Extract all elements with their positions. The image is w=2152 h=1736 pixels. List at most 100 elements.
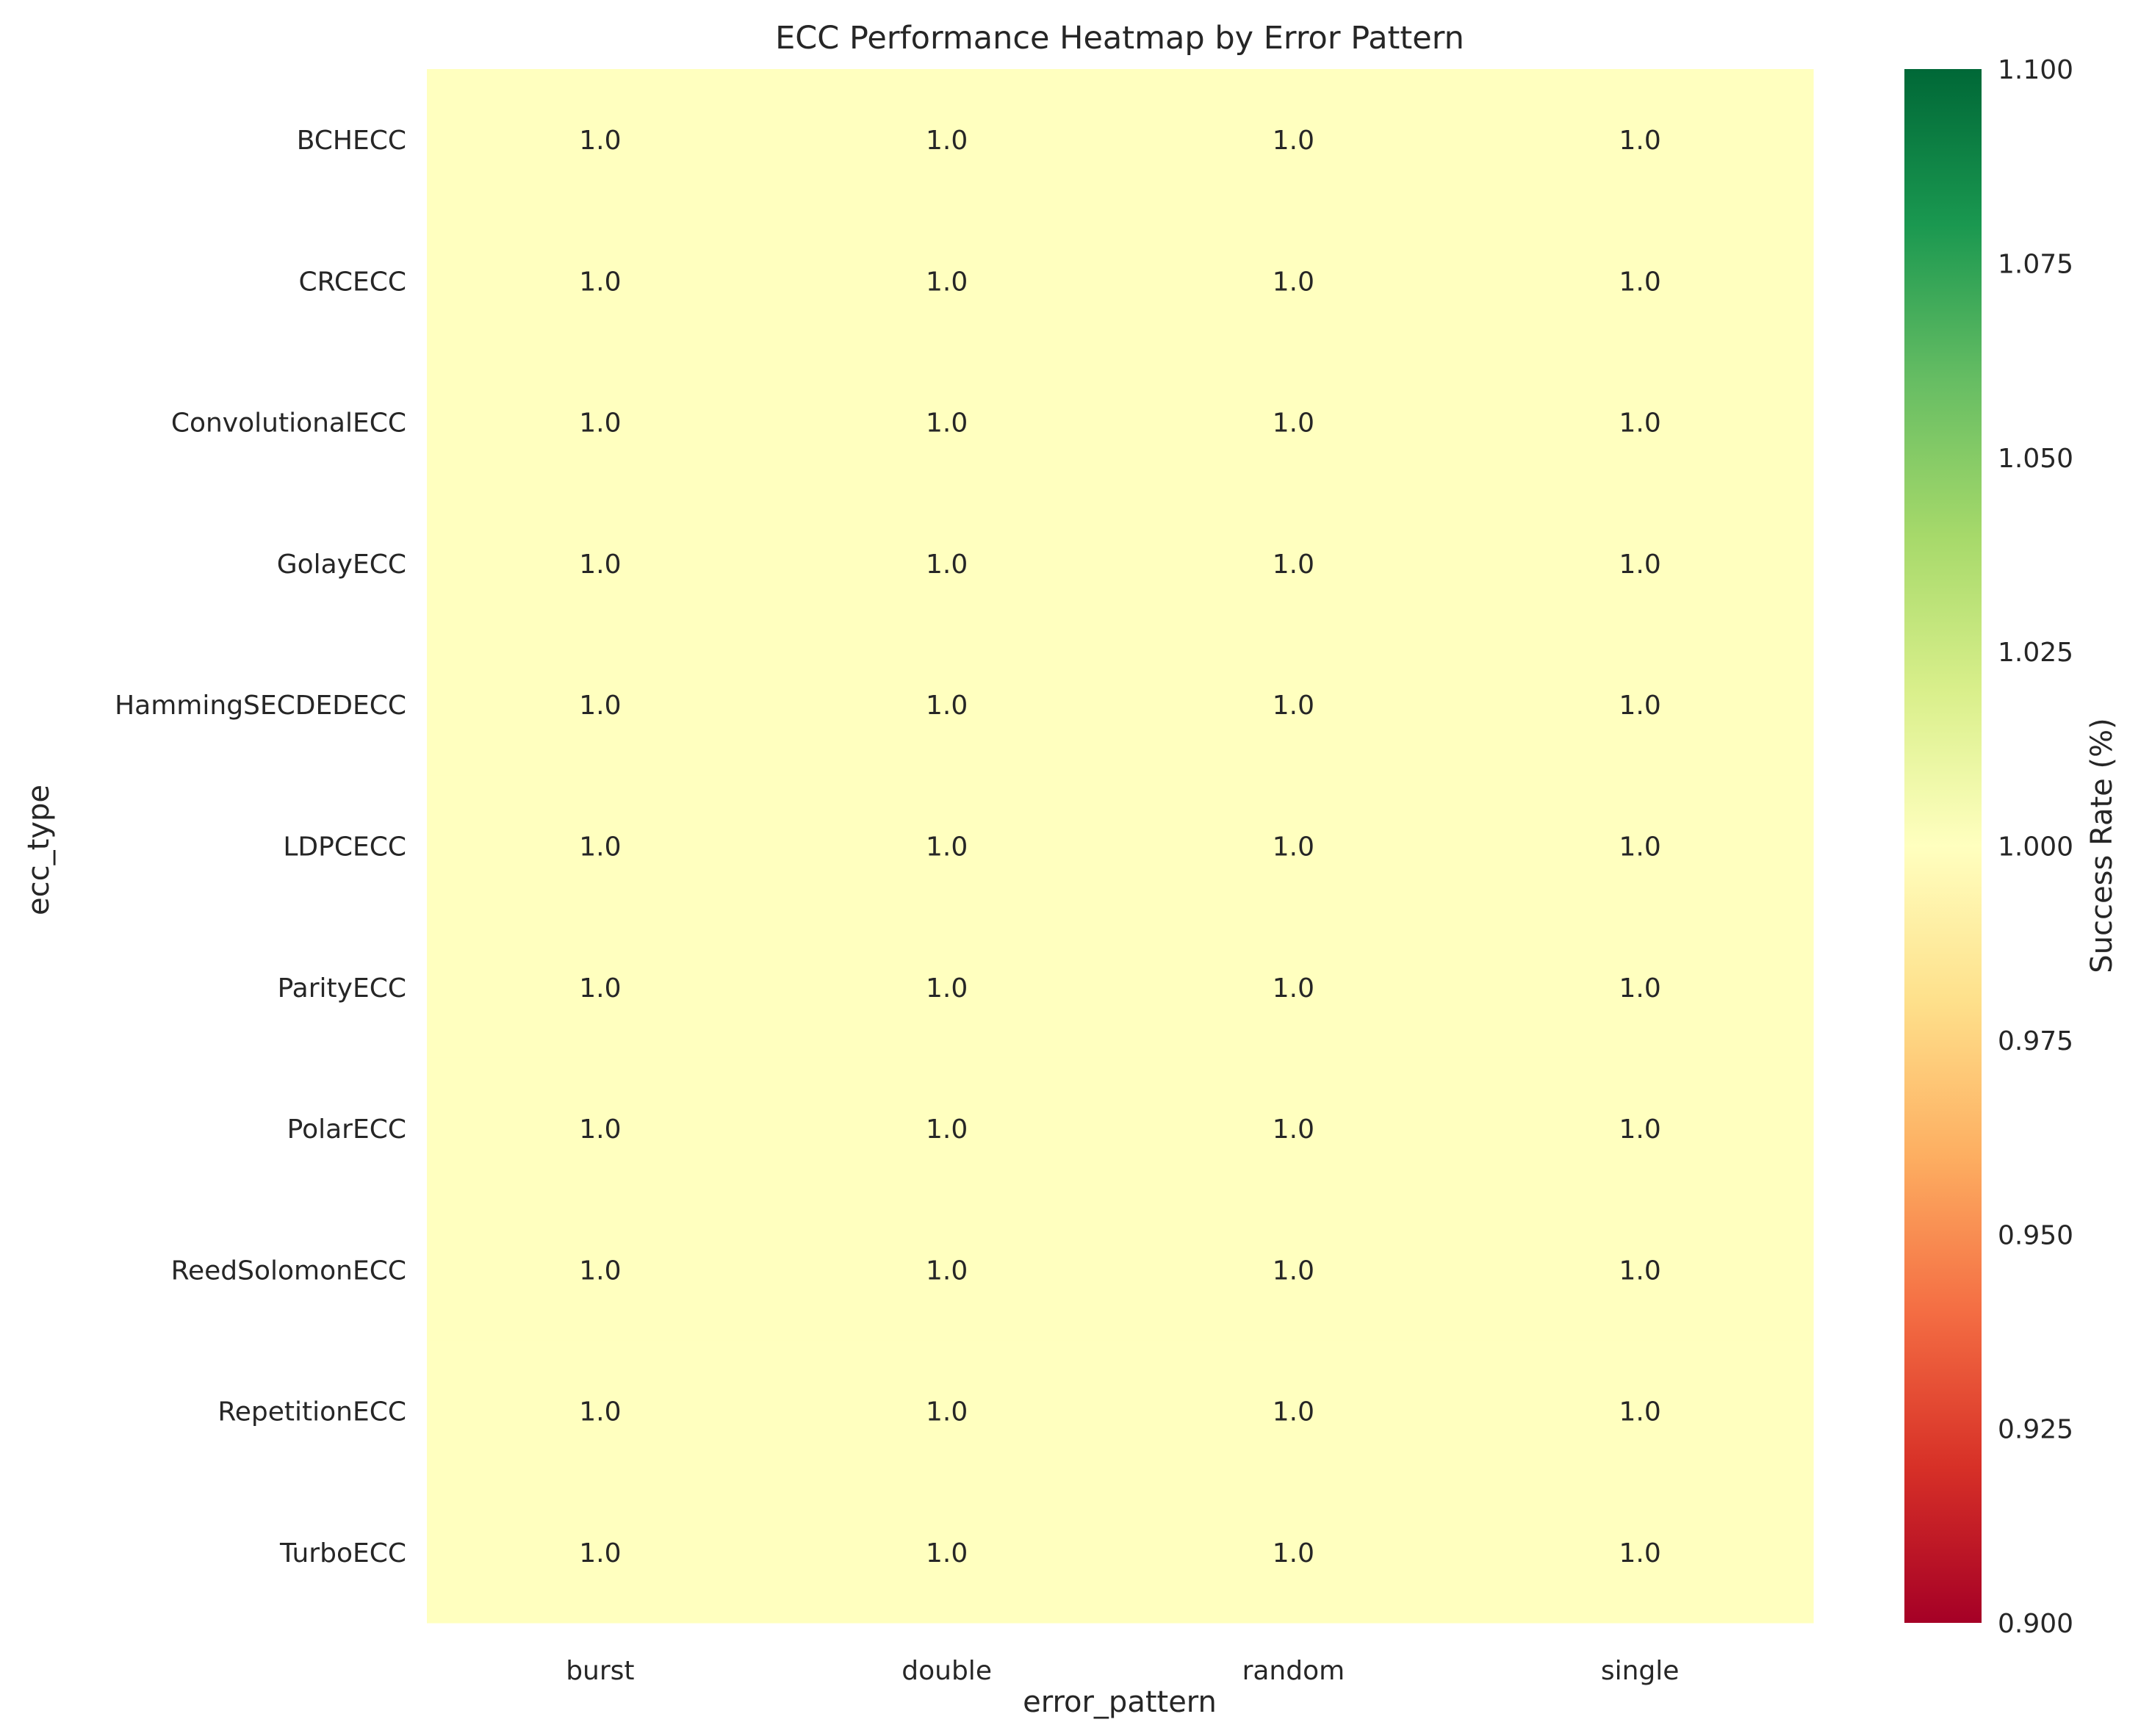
heatmap-cell [427, 1199, 774, 1341]
y-axis-label: ecc_type [22, 785, 56, 915]
heatmap-cell [1467, 1199, 1814, 1341]
heatmap-cell [773, 775, 1120, 918]
x-tick-label: burst [566, 1656, 634, 1686]
heatmap-cell-label: 1.0 [579, 126, 621, 156]
heatmap-cell [427, 634, 774, 776]
heatmap-cell [1120, 1340, 1467, 1483]
heatmap-cell [427, 69, 774, 211]
heatmap-cell [773, 492, 1120, 635]
heatmap-cell [773, 1340, 1120, 1483]
heatmap-cell [1467, 634, 1814, 776]
heatmap-cell-label: 1.0 [579, 1397, 621, 1427]
heatmap-cell [1467, 1340, 1814, 1483]
heatmap-cell-label: 1.0 [926, 973, 968, 1004]
colorbar-tick-label: 1.050 [1998, 444, 2073, 474]
heatmap-cell-label: 1.0 [1273, 1397, 1314, 1427]
heatmap-cell-label: 1.0 [579, 550, 621, 580]
heatmap-cell-label: 1.0 [1273, 832, 1314, 862]
heatmap-cell-label: 1.0 [926, 1538, 968, 1568]
heatmap-cell-label: 1.0 [1273, 1256, 1314, 1286]
y-tick-label: LDPCECC [283, 832, 406, 862]
x-tick-label: double [902, 1656, 992, 1686]
y-tick-label: HammingSECDEDECC [115, 691, 406, 721]
heatmap-cell-label: 1.0 [1619, 267, 1660, 297]
colorbar-tick-label: 1.100 [1998, 55, 2073, 85]
colorbar [1904, 69, 1982, 1623]
heatmap-cell [1120, 1481, 1467, 1624]
heatmap-cell [773, 210, 1120, 353]
heatmap-cell-label: 1.0 [579, 1114, 621, 1145]
heatmap-cell-label: 1.0 [926, 832, 968, 862]
heatmap-cell [1467, 775, 1814, 918]
y-tick-labels: BCHECC CRCECC ConvolutionalECC GolayECC Hamm… [115, 126, 406, 1568]
heatmap-cell-label: 1.0 [1619, 973, 1660, 1004]
heatmap-cell [1120, 492, 1467, 635]
colorbar-tick-label: 0.900 [1998, 1609, 2073, 1639]
heatmap-cell [773, 634, 1120, 776]
heatmap-cell-label: 1.0 [1619, 126, 1660, 156]
heatmap-cell-label: 1.0 [926, 1114, 968, 1145]
y-tick-label: GolayECC [277, 550, 406, 580]
heatmap-cell [427, 210, 774, 353]
heatmap-cell-label: 1.0 [1619, 691, 1660, 721]
y-tick-label: ReedSolomonECC [171, 1256, 406, 1286]
heatmap-cell [1467, 69, 1814, 211]
heatmap-cell [1467, 1481, 1814, 1624]
heatmap-cell [773, 916, 1120, 1059]
heatmap-cell-label: 1.0 [1273, 1114, 1314, 1145]
heatmap-cell-label: 1.0 [1619, 1256, 1660, 1286]
heatmap-cell-label: 1.0 [1273, 691, 1314, 721]
heatmap-cell-label: 1.0 [1619, 832, 1660, 862]
heatmap-cell [1467, 1057, 1814, 1200]
colorbar-tick-label: 0.925 [1998, 1415, 2073, 1445]
y-tick-label: ConvolutionalECC [171, 408, 406, 439]
heatmap-cell [1467, 492, 1814, 635]
heatmap-cell-label: 1.0 [1619, 1397, 1660, 1427]
heatmap-cell [427, 1481, 774, 1624]
heatmap-cell-label: 1.0 [1273, 408, 1314, 439]
heatmap-cell [773, 351, 1120, 494]
heatmap-cell [1120, 351, 1467, 494]
heatmap-cell-label: 1.0 [1273, 126, 1314, 156]
heatmap-cell-label: 1.0 [579, 1538, 621, 1568]
colorbar-label: Success Rate (%) [2085, 718, 2119, 973]
y-tick-label: BCHECC [297, 126, 406, 156]
x-axis-label: error_pattern [1023, 1685, 1217, 1719]
y-tick-label: PolarECC [287, 1114, 406, 1145]
heatmap-cell-label: 1.0 [1273, 1538, 1314, 1568]
colorbar-tick-label: 0.950 [1998, 1220, 2073, 1250]
colorbar-tick-label: 1.025 [1998, 638, 2073, 668]
heatmap-cell-label: 1.0 [579, 408, 621, 439]
heatmap-cell-label: 1.0 [926, 691, 968, 721]
heatmap-cell [773, 1199, 1120, 1341]
heatmap-cell-labels: 1.0 1.0 1.0 1.0 1.0 1.0 1.0 1.0 1.0 1.0 1.0 1.0 1.0 1… [579, 126, 1661, 1568]
heatmap-cell [1120, 775, 1467, 918]
y-tick-label: RepetitionECC [217, 1397, 406, 1427]
heatmap-cell [1120, 1199, 1467, 1341]
heatmap-cell-label: 1.0 [926, 550, 968, 580]
heatmap-cell-label: 1.0 [1273, 973, 1314, 1004]
heatmap-cell-label: 1.0 [926, 126, 968, 156]
heatmap-cell [1120, 916, 1467, 1059]
y-tick-label: CRCECC [298, 267, 406, 297]
heatmap-cell-label: 1.0 [579, 1256, 621, 1286]
colorbar-tick-label: 0.975 [1998, 1026, 2073, 1056]
heatmap-cell [427, 492, 774, 635]
heatmap-cell-label: 1.0 [1619, 1538, 1660, 1568]
heatmap-cell-label: 1.0 [926, 1397, 968, 1427]
heatmap-cell [1120, 210, 1467, 353]
heatmap-cell [773, 1057, 1120, 1200]
heatmap-cell-label: 1.0 [579, 691, 621, 721]
heatmap-cells [427, 69, 1814, 1624]
heatmap-cell-label: 1.0 [1273, 550, 1314, 580]
heatmap-cell-label: 1.0 [926, 1256, 968, 1286]
y-tick-label: ParityECC [278, 973, 406, 1004]
heatmap-cell [1467, 351, 1814, 494]
heatmap-cell [773, 69, 1120, 211]
colorbar-tick-label: 1.000 [1998, 832, 2073, 862]
y-tick-label: TurboECC [279, 1538, 406, 1568]
x-tick-label: random [1242, 1656, 1345, 1686]
heatmap-cell-label: 1.0 [1619, 550, 1660, 580]
heatmap-cell [1120, 1057, 1467, 1200]
